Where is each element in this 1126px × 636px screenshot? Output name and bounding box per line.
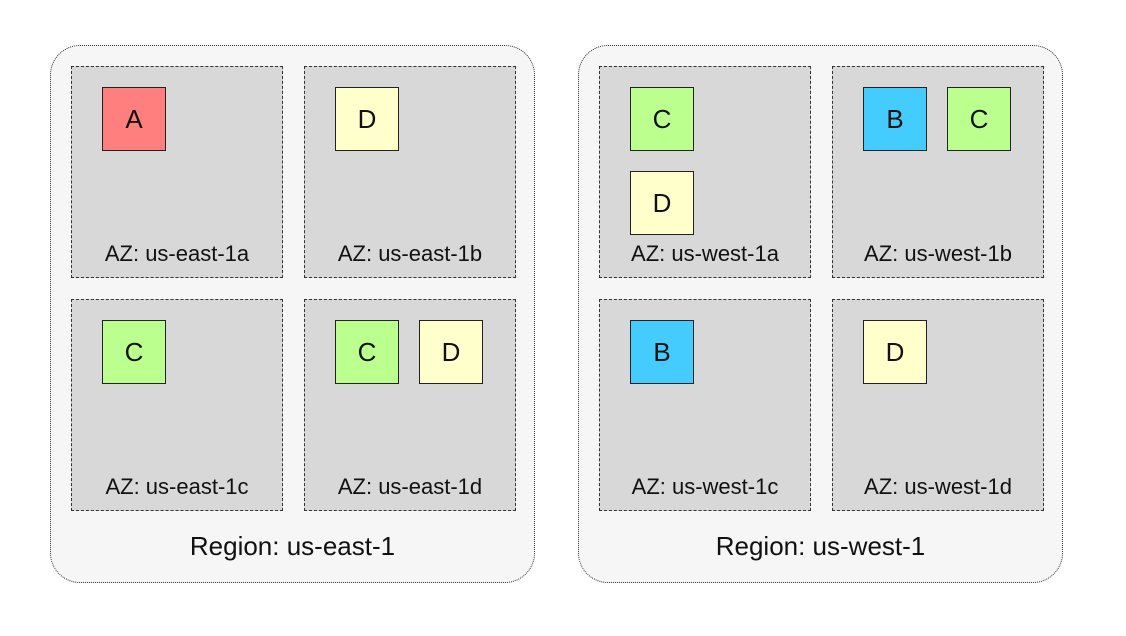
service-box-c: C (102, 320, 166, 384)
service-box-c: C (335, 320, 399, 384)
az-label: AZ: us-west-1b (864, 241, 1012, 266)
service-box-d: D (419, 320, 483, 384)
az-us-east-1d: C D AZ: us-east-1d (304, 299, 516, 511)
region-us-west-1: C D AZ: us-west-1a B C AZ: us-west-1b B … (578, 45, 1063, 583)
service-box-c: C (947, 87, 1011, 151)
az-us-east-1b: D AZ: us-east-1b (304, 66, 516, 278)
region-label: Region: us-west-1 (715, 531, 926, 561)
region-label: Region: us-east-1 (189, 531, 396, 561)
region-us-east-1: A AZ: us-east-1a D AZ: us-east-1b C AZ: … (50, 45, 535, 583)
az-label: AZ: us-west-1d (864, 474, 1012, 499)
az-label: AZ: us-west-1c (631, 474, 779, 499)
az-us-east-1a: A AZ: us-east-1a (71, 66, 283, 278)
service-box-d: D (630, 171, 694, 235)
service-box-b: B (630, 320, 694, 384)
az-us-west-1d: D AZ: us-west-1d (832, 299, 1044, 511)
service-box-d: D (863, 320, 927, 384)
az-us-east-1c: C AZ: us-east-1c (71, 299, 283, 511)
az-us-west-1b: B C AZ: us-west-1b (832, 66, 1044, 278)
az-label: AZ: us-east-1a (104, 241, 250, 266)
az-label: AZ: us-east-1c (105, 474, 249, 499)
az-us-west-1c: B AZ: us-west-1c (599, 299, 811, 511)
service-box-a: A (102, 87, 166, 151)
az-label: AZ: us-east-1d (337, 474, 483, 499)
az-us-west-1a: C D AZ: us-west-1a (599, 66, 811, 278)
service-box-b: B (863, 87, 927, 151)
service-box-c: C (630, 87, 694, 151)
az-label: AZ: us-east-1b (337, 241, 483, 266)
service-box-d: D (335, 87, 399, 151)
az-label: AZ: us-west-1a (631, 241, 779, 266)
